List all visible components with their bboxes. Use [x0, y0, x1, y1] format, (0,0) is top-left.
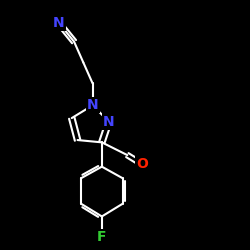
Text: N: N: [87, 98, 99, 112]
Text: F: F: [97, 230, 106, 244]
Text: O: O: [136, 157, 148, 171]
Text: N: N: [53, 16, 65, 30]
Text: N: N: [103, 114, 115, 128]
